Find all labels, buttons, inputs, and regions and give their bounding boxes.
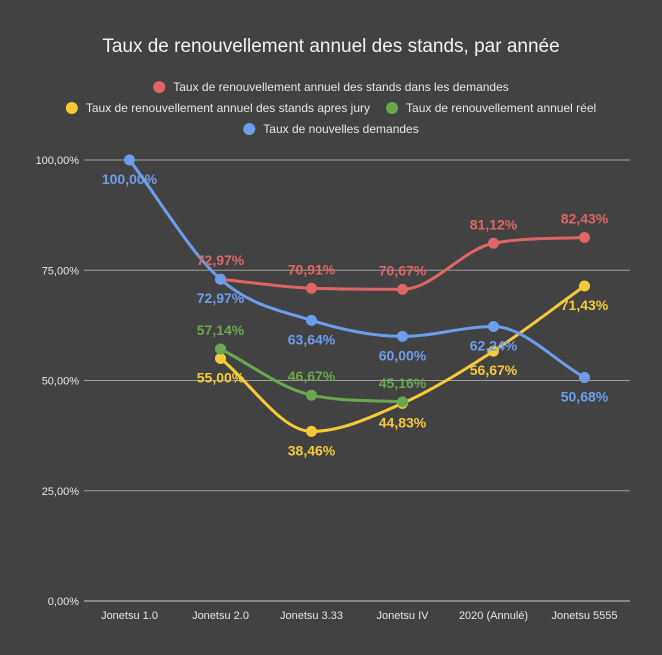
data-point: [215, 273, 226, 285]
y-tick-label: 0,00%: [48, 596, 79, 608]
series-line: [128, 158, 586, 380]
legend-item: Taux de renouvellement annuel des stands…: [153, 80, 509, 94]
data-label: 46,67%: [288, 368, 336, 384]
x-tick-label: Jonetsu IV: [377, 610, 430, 622]
data-points: [124, 154, 590, 437]
gridlines: [84, 159, 630, 602]
data-label: 72,97%: [197, 252, 245, 268]
y-tick-label: 100,00%: [36, 155, 80, 167]
data-label: 62,24%: [470, 338, 518, 354]
data-point: [124, 154, 135, 166]
data-label: 71,43%: [561, 297, 609, 313]
data-label: 63,64%: [288, 331, 336, 347]
legend-label: Taux de renouvellement annuel réel: [406, 101, 596, 115]
chart-title: Taux de renouvellement annuel des stands…: [102, 36, 559, 57]
y-tick-label: 25,00%: [42, 486, 80, 498]
data-label: 44,83%: [379, 414, 427, 430]
y-tick-label: 75,00%: [42, 265, 80, 277]
data-label: 57,14%: [197, 322, 245, 338]
data-point: [215, 343, 226, 355]
legend: Taux de renouvellement annuel des stands…: [65, 80, 596, 136]
x-tick-label: Jonetsu 3.33: [280, 610, 343, 622]
data-point: [488, 237, 499, 249]
data-point: [579, 280, 590, 292]
data-label: 72,97%: [197, 290, 245, 306]
legend-label: Taux de renouvellement annuel des stands…: [86, 101, 370, 115]
x-tick-label: Jonetsu 2.0: [192, 610, 249, 622]
data-label: 81,12%: [470, 216, 518, 232]
legend-marker: [386, 102, 399, 114]
data-label: 70,67%: [379, 262, 427, 278]
data-point: [488, 345, 499, 357]
legend-marker: [243, 123, 256, 135]
data-label: 50,68%: [561, 389, 609, 405]
x-tick-label: Jonetsu 5555: [551, 610, 617, 622]
y-tick-label: 50,00%: [42, 376, 80, 388]
legend-item: Taux de renouvellement annuel réel: [386, 101, 596, 115]
legend-item: Taux de renouvellement annuel des stands…: [65, 101, 370, 115]
data-label: 70,91%: [288, 261, 336, 277]
data-point: [306, 389, 317, 401]
y-axis-ticks: 0,00% 25,00% 50,00% 75,00% 100,00%: [36, 155, 80, 608]
data-point: [306, 282, 317, 294]
data-point: [397, 396, 408, 408]
data-label: 60,00%: [379, 347, 427, 363]
data-label: 100,00%: [102, 171, 158, 187]
data-label: 38,46%: [288, 442, 336, 458]
data-point: [488, 321, 499, 333]
x-axis-ticks: Jonetsu 1.0 Jonetsu 2.0 Jonetsu 3.33 Jonets…: [101, 610, 617, 622]
x-tick-label: 2020 (Annulé): [459, 610, 528, 622]
data-label: 82,43%: [561, 210, 609, 226]
legend-label: Taux de nouvelles demandes: [263, 122, 418, 136]
data-label: 45,16%: [379, 375, 427, 391]
data-point: [397, 283, 408, 295]
data-point: [579, 231, 590, 243]
legend-item: Taux de nouvelles demandes: [243, 122, 419, 136]
data-point: [306, 425, 317, 437]
legend-marker: [65, 102, 78, 114]
data-point: [397, 330, 408, 342]
data-label: 55,00%: [197, 369, 245, 385]
legend-marker: [153, 81, 166, 93]
x-tick-label: Jonetsu 1.0: [101, 610, 158, 622]
data-point: [306, 314, 317, 326]
data-point: [579, 372, 590, 384]
legend-label: Taux de renouvellement annuel des stands…: [173, 80, 509, 94]
data-labels: 72,97% 70,91% 70,67% 81,12% 82,43% 55,00% 38,4…: [102, 171, 609, 458]
data-point: [215, 352, 226, 364]
data-label: 56,67%: [470, 362, 518, 378]
